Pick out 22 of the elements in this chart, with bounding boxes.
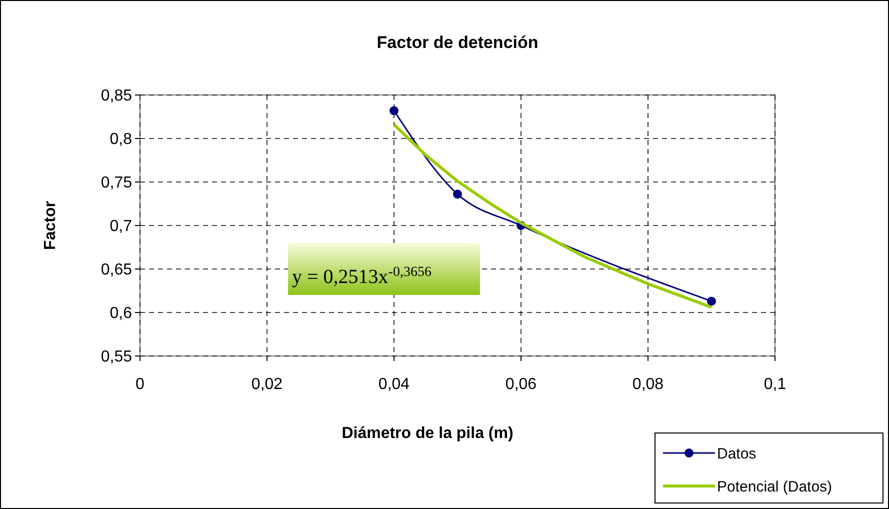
- x-tick-label: 0,02: [251, 376, 283, 393]
- point: [390, 106, 398, 116]
- x-tick-label: 0,1: [764, 376, 786, 393]
- y-tick-label: 0,75: [100, 174, 132, 192]
- x-tick-label: 0,06: [505, 376, 537, 393]
- chart-title: Factor de detención: [376, 33, 538, 52]
- y-tick-label: 0,7: [110, 218, 132, 236]
- y-tick-label: 0,8: [110, 131, 132, 148]
- legend-label: Datos: [717, 445, 756, 462]
- legend-label: Potencial (Datos): [717, 478, 832, 496]
- y-tick-label: 0,85: [100, 88, 132, 105]
- y-tick-label: 0,55: [100, 348, 132, 366]
- x-tick-label: 0,04: [378, 376, 410, 393]
- y-axis-title: Factor: [42, 201, 59, 250]
- x-tick-label: 0,08: [632, 376, 664, 393]
- y-tick-label: 0,6: [110, 305, 132, 322]
- y-tick-label: 0,65: [100, 262, 132, 279]
- x-axis-title: Diámetro de la pila (m): [342, 425, 514, 442]
- annotation: y = 0,2513x$^{-0,3656}$: [292, 264, 432, 288]
- point: [453, 190, 462, 199]
- point: [707, 296, 716, 306]
- x-tick-label: 0: [136, 376, 145, 393]
